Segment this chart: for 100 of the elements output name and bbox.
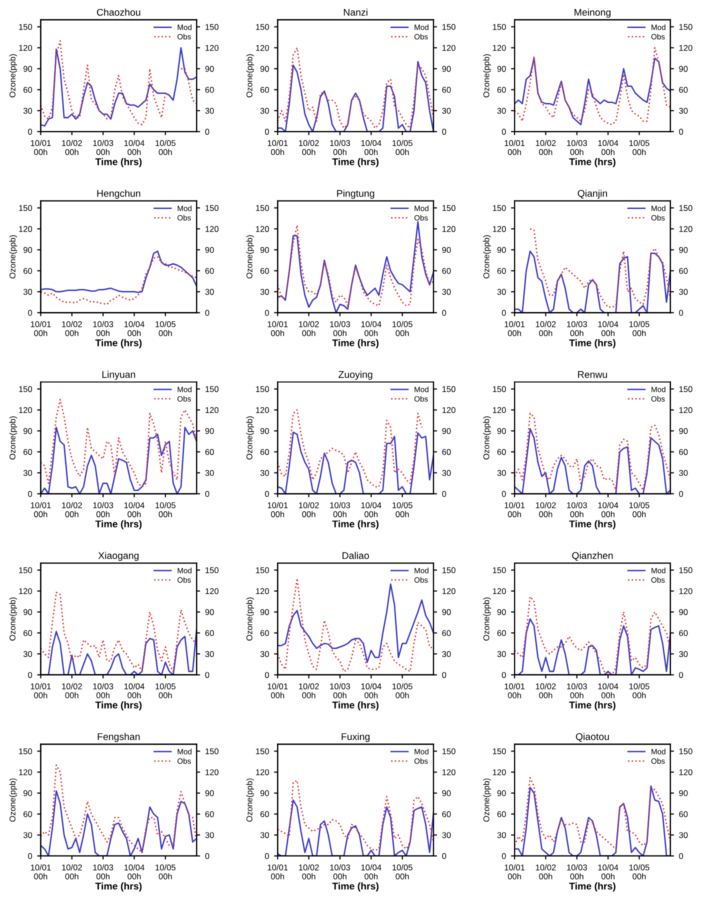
y2-tick-label: 0 — [679, 490, 684, 497]
y-tick-label: 150 — [256, 567, 269, 574]
y-axis-title: Ozone(ppb) — [246, 597, 254, 641]
y2-tick-label: 30 — [205, 651, 214, 658]
y-tick-label: 120 — [492, 588, 506, 594]
y-tick-label: 60 — [497, 268, 506, 274]
y2-tick-label: 150 — [442, 205, 456, 211]
y2-tick-label: 60 — [205, 268, 214, 274]
line-series — [278, 409, 422, 488]
y-tick-label: 60 — [260, 86, 269, 93]
y2-tick-label: 150 — [442, 386, 456, 392]
y-axis-title: Ozone(ppb) — [9, 416, 18, 460]
y-axis-title: Ozone(ppb) — [483, 597, 491, 641]
x-tick-label: 10/04 00h — [361, 140, 382, 156]
y-tick-label: 60 — [24, 449, 32, 455]
y-tick-label: 150 — [256, 205, 269, 211]
y2-tick-label: 90 — [679, 428, 688, 434]
y2-tick-label: 150 — [679, 205, 692, 211]
y2-tick-label: 90 — [205, 428, 214, 434]
y2-tick-label: 90 — [205, 609, 214, 616]
y-tick-label: 90 — [260, 790, 269, 796]
y-tick-label: 30 — [23, 832, 32, 838]
y-tick-label: 60 — [260, 630, 269, 636]
x-tick-label: 10/03 00h — [567, 864, 587, 880]
y-tick-label: 0 — [502, 853, 506, 860]
chart-title: Xiaogang — [98, 552, 139, 561]
chart-title: Fuxing — [342, 732, 370, 742]
y-tick-label: 90 — [24, 428, 32, 434]
x-tick-label: 10/03 00h — [330, 683, 350, 698]
y2-tick-label: 30 — [679, 470, 688, 476]
y-tick-label: 60 — [260, 449, 269, 455]
y2-tick-label: 60 — [679, 86, 688, 93]
y-tick-label: 0 — [264, 128, 269, 135]
y-tick-label: 90 — [497, 66, 506, 72]
y2-tick-label: 150 — [206, 24, 218, 30]
x-tick-label: 10/05 00h — [629, 140, 650, 156]
y2-tick-label: 150 — [679, 567, 692, 574]
y-tick-label: 120 — [492, 407, 506, 414]
y-axis-title: Ozone(ppb) — [246, 778, 254, 822]
y2-tick-label: 0 — [679, 310, 684, 316]
x-axis-title: Time (hrs) — [569, 882, 616, 892]
x-tick-label: 10/05 00h — [392, 321, 412, 336]
y2-tick-label: 120 — [442, 44, 456, 51]
y-tick-label: 30 — [23, 651, 32, 658]
y-tick-label: 30 — [260, 288, 269, 295]
x-axis-title: Time (hrs) — [332, 882, 378, 892]
x-tick-label: 10/01 00h — [30, 864, 51, 880]
y-axis-title: Ozone(ppb) — [483, 778, 491, 822]
y-tick-label: 90 — [497, 609, 506, 616]
y-tick-label: 30 — [260, 651, 269, 658]
y2-tick-label: 120 — [206, 44, 218, 51]
y-tick-label: 90 — [260, 609, 269, 616]
y-axis-title: Ozone(ppb) — [246, 54, 254, 98]
y-tick-label: 0 — [264, 310, 269, 316]
x-tick-label: 10/01 00h — [268, 321, 288, 336]
x-tick-label: 10/04 00h — [598, 140, 618, 156]
y2-tick-label: 0 — [679, 672, 684, 678]
x-tick-label: 10/05 00h — [392, 140, 412, 156]
y2-tick-label: 90 — [679, 609, 688, 616]
chart-title: Qianjin — [578, 190, 607, 199]
x-tick-label: 10/01 00h — [268, 502, 288, 518]
y-axis-title: Ozone(ppb) — [9, 778, 18, 822]
y2-tick-label: 0 — [442, 128, 446, 135]
y2-tick-label: 90 — [205, 790, 214, 796]
y2-tick-label: 150 — [442, 748, 456, 754]
y-axis-title: Ozone(ppb) — [246, 235, 254, 278]
line-series — [40, 256, 197, 305]
y2-tick-label: 60 — [205, 86, 214, 93]
x-tick-label: 10/02 00h — [536, 683, 556, 698]
y2-tick-label: 0 — [205, 310, 210, 316]
y2-tick-label: 150 — [442, 24, 456, 30]
y2-tick-label: 120 — [679, 226, 692, 232]
y-tick-label: 150 — [256, 748, 269, 754]
y-tick-label: 30 — [260, 832, 269, 838]
x-axis-title: Time (hrs) — [95, 701, 142, 710]
y2-tick-label: 90 — [442, 790, 451, 796]
x-tick-label: 10/01 00h — [504, 321, 525, 336]
y-tick-label: 150 — [492, 567, 506, 574]
x-axis-title: Time (hrs) — [332, 339, 378, 348]
y2-tick-label: 60 — [679, 449, 688, 455]
y-tick-label: 30 — [260, 108, 269, 114]
y2-tick-label: 30 — [679, 288, 688, 295]
y2-tick-label: 60 — [442, 811, 451, 818]
y2-tick-label: 150 — [679, 24, 692, 30]
y-tick-label: 150 — [492, 748, 506, 754]
y2-tick-label: 60 — [442, 86, 451, 93]
y-axis-title: Ozone(ppb) — [483, 235, 491, 278]
y2-tick-label: 90 — [442, 428, 451, 434]
x-tick-label: 10/03 00h — [93, 321, 114, 336]
y-tick-label: 30 — [497, 288, 506, 295]
y-tick-label: 90 — [260, 247, 269, 253]
x-tick-label: 10/03 00h — [330, 321, 350, 336]
y2-tick-label: 120 — [206, 226, 218, 232]
line-series — [278, 47, 434, 129]
x-axis-title: Time (hrs) — [332, 158, 378, 168]
x-tick-label: 10/03 00h — [330, 140, 350, 156]
y2-tick-label: 0 — [442, 672, 446, 678]
x-tick-label: 10/05 00h — [156, 683, 176, 698]
x-tick-label: 10/05 00h — [629, 321, 650, 336]
x-tick-label: 10/01 00h — [268, 140, 288, 156]
